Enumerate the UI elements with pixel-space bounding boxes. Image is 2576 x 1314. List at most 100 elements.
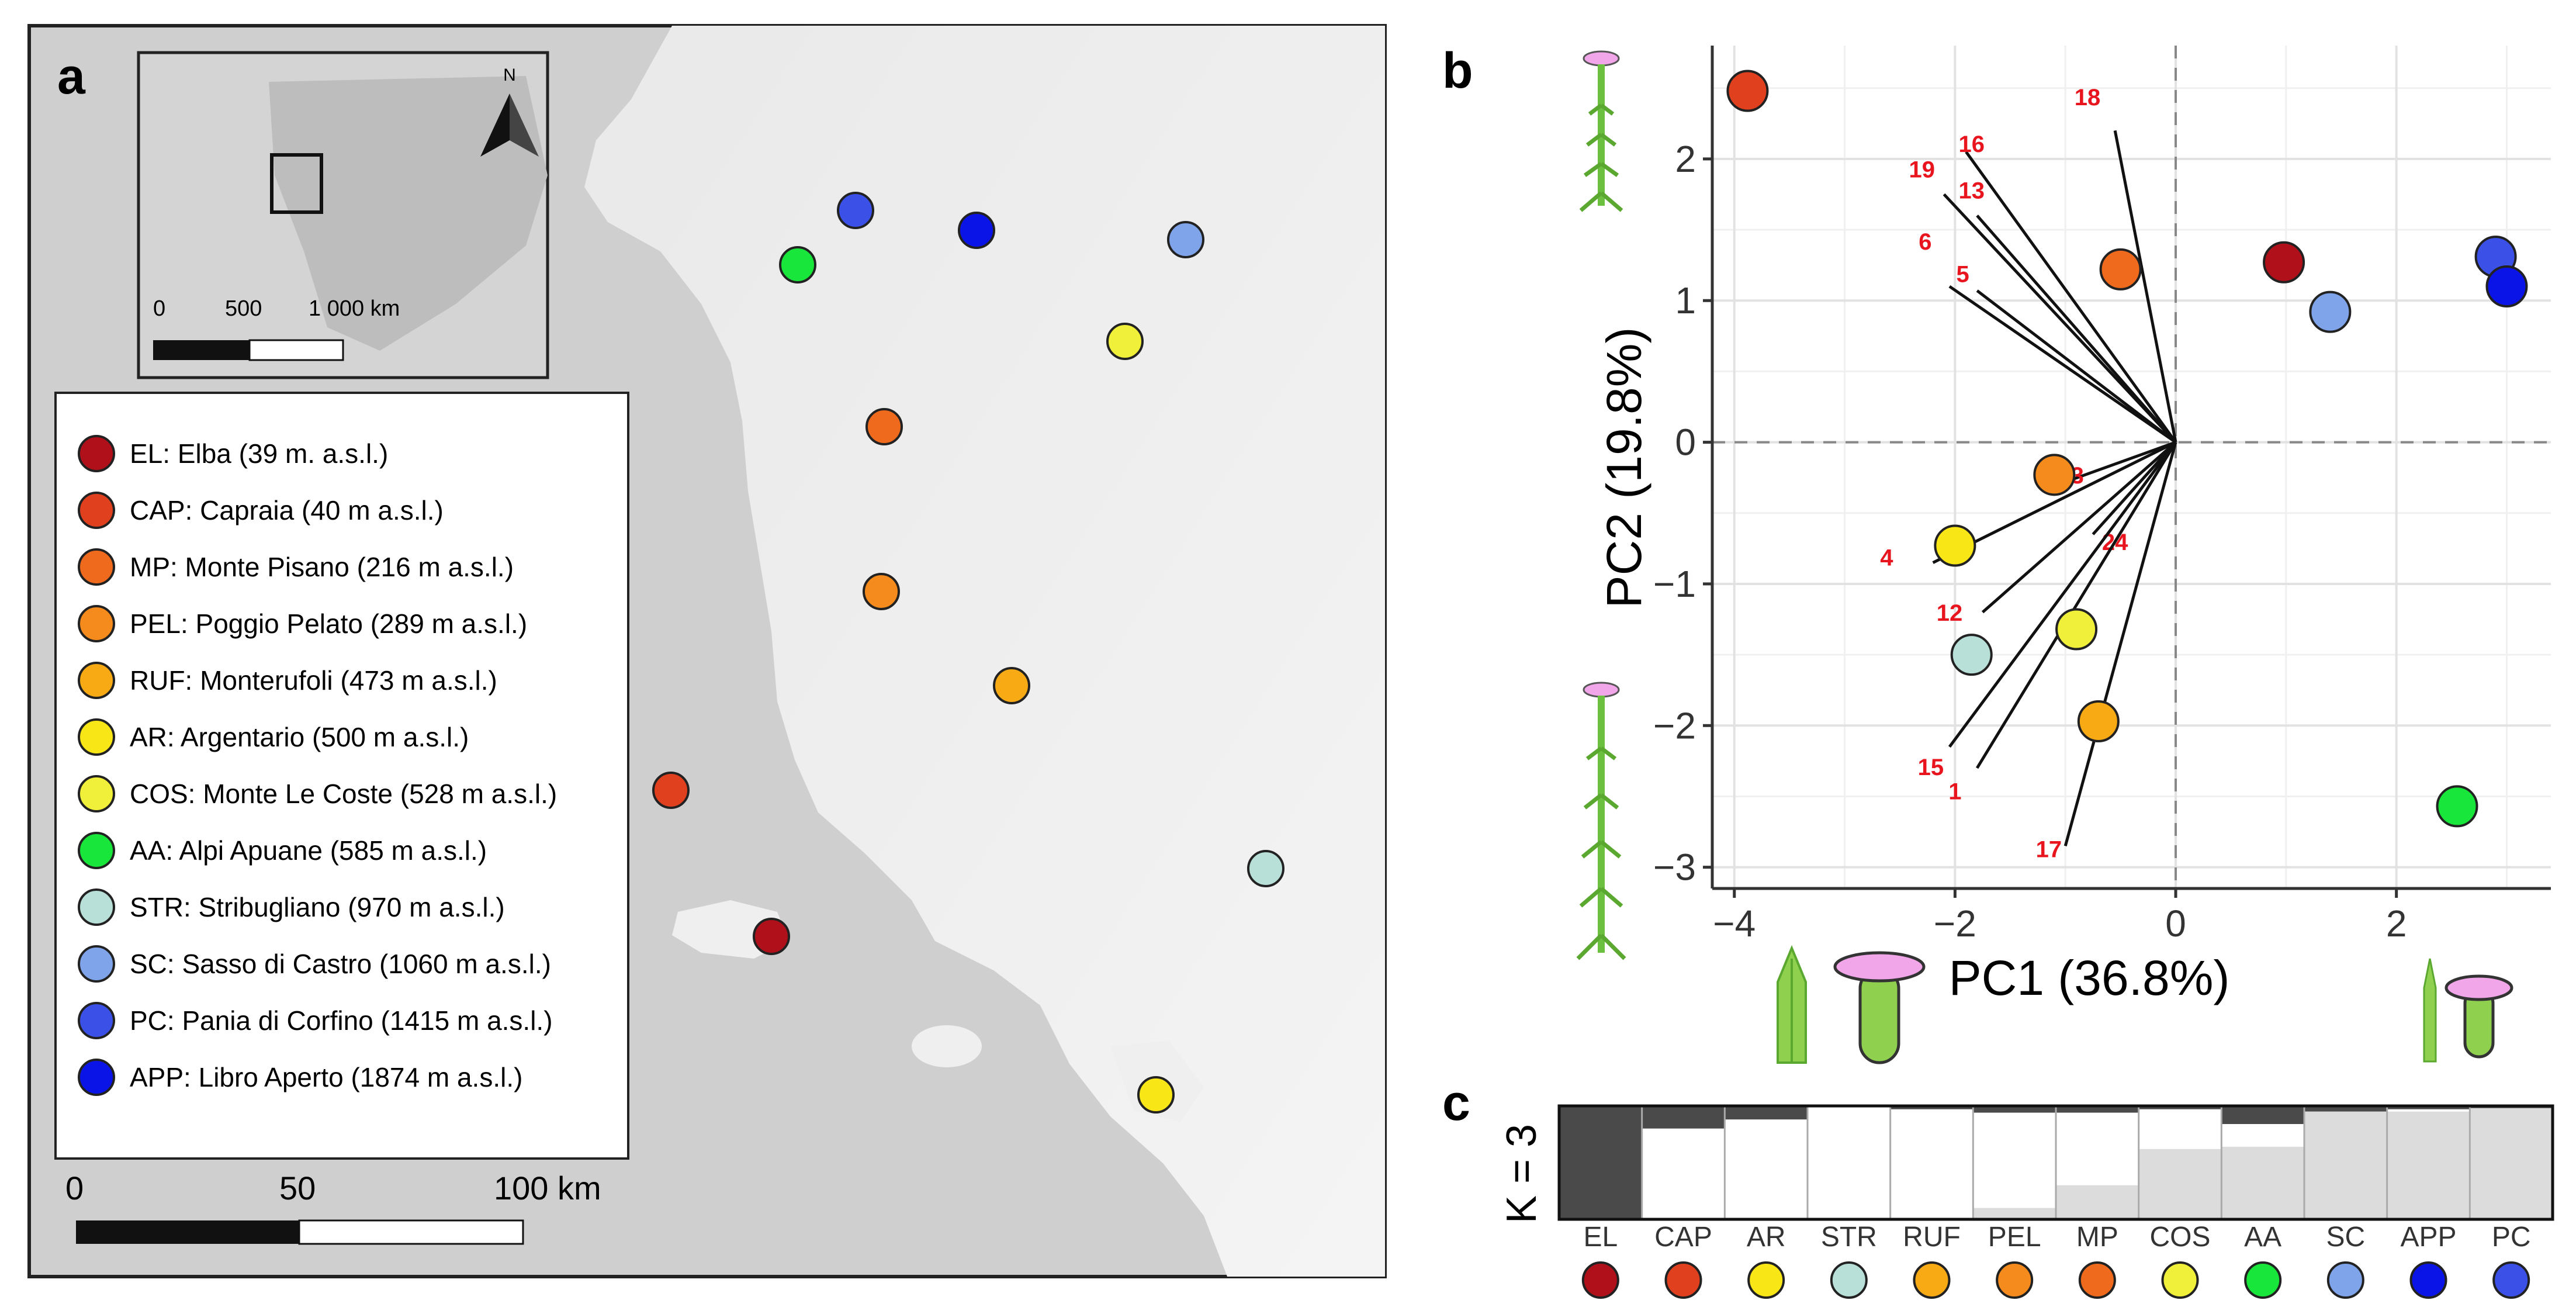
- panel-label-a: a: [57, 49, 86, 105]
- legend-box: [54, 392, 629, 1160]
- map-sites: [652, 192, 1284, 1114]
- structure-bar-str-cluster2: [1808, 1106, 1891, 1219]
- site-str[interactable]: [1247, 850, 1284, 887]
- loading-label-12: 12: [1937, 600, 1963, 626]
- pca-point-pel[interactable]: [2033, 454, 2076, 496]
- island-giglio: [912, 1025, 982, 1067]
- loading-vector-15: [1948, 441, 2177, 748]
- structure-bar-app-cluster1: [2387, 1106, 2470, 1109]
- structure-y-label: K = 3: [1498, 1124, 1545, 1223]
- pca-y-tick-label: 0: [1675, 421, 1696, 464]
- structure-swatch-app: [2409, 1261, 2447, 1299]
- structure-label-ar: AR: [1747, 1222, 1786, 1253]
- structure-bars: [1559, 1106, 2553, 1219]
- pca-y-tick-label: −2: [1653, 704, 1696, 746]
- structure-bar-ruf-cluster1: [1890, 1106, 1973, 1109]
- loading-label-15: 15: [1918, 755, 1944, 780]
- map-scale-tick-0: 0: [65, 1170, 84, 1206]
- pca-plot-area: [1712, 46, 2551, 888]
- wide-leaf-icon: [1777, 945, 1807, 1064]
- legend-label-pc: PC: Pania di Corfino (1415 m a.s.l.): [130, 1005, 553, 1036]
- loading-vector-13: [1976, 215, 2177, 444]
- structure-bar-aa-cluster1: [2221, 1106, 2304, 1125]
- loading-vector-18: [2113, 130, 2177, 443]
- site-ar[interactable]: [1137, 1076, 1175, 1114]
- loading-vector-5: [1976, 289, 2177, 444]
- inset-study-area-box: [270, 153, 323, 214]
- structure-bar-cos-cluster2: [2138, 1109, 2222, 1149]
- structure-label-cap: CAP: [1654, 1222, 1712, 1253]
- pca-point-el[interactable]: [2263, 241, 2305, 283]
- site-mp[interactable]: [865, 408, 903, 445]
- structure-frame: [1557, 1104, 2554, 1221]
- structure-label-app: APP: [2400, 1222, 2456, 1253]
- structure-bar-pel-cluster3: [1973, 1208, 2056, 1219]
- site-aa[interactable]: [779, 246, 816, 283]
- legend-swatch-str: [78, 888, 115, 926]
- legend-swatch-pc: [78, 1002, 115, 1039]
- pca-point-cap[interactable]: [1726, 70, 1769, 112]
- loading-vector-19: [1943, 193, 2177, 444]
- legend-swatch-cos: [78, 775, 115, 812]
- site-app[interactable]: [958, 212, 995, 249]
- map-scale-black: [76, 1220, 299, 1244]
- structure-swatch-sc: [2326, 1261, 2364, 1299]
- loading-label-18: 18: [2075, 85, 2101, 110]
- loading-label-6: 6: [1919, 229, 1931, 255]
- large-flower-icon: [1833, 951, 1926, 1064]
- site-cos[interactable]: [1106, 323, 1144, 360]
- site-cap[interactable]: [652, 772, 690, 809]
- structure-swatch-cap: [1664, 1261, 1702, 1299]
- pca-point-app[interactable]: [2485, 265, 2528, 307]
- structure-label-cos: COS: [2149, 1222, 2210, 1253]
- legend-label-aa: AA: Alpi Apuane (585 m a.s.l.): [130, 835, 487, 866]
- legend-label-cap: CAP: Capraia (40 m a.s.l.): [130, 495, 444, 525]
- map-scale-tick-50: 50: [279, 1170, 316, 1206]
- inset-scale-tick-1000: 1 000 km: [309, 296, 400, 321]
- structure-labels: EL CAP AR STR RUF PEL MP COS AA SC APP PC: [1581, 1222, 2531, 1299]
- tall-plant-icon: [1579, 50, 1623, 212]
- loading-vector-16: [1965, 151, 2177, 444]
- panel-label-b: b: [1442, 43, 1473, 99]
- structure-label-sc: SC: [2326, 1222, 2365, 1253]
- pca-y-tick-label: −1: [1653, 563, 1696, 605]
- loading-vector-12: [1981, 441, 2177, 614]
- pca-point-str[interactable]: [1950, 634, 1993, 676]
- legend-swatch-sc: [78, 945, 115, 983]
- legend-label-app: APP: Libro Aperto (1874 m a.s.l.): [130, 1062, 522, 1092]
- pca-point-ruf[interactable]: [2077, 700, 2120, 743]
- pca-point-aa[interactable]: [2436, 785, 2478, 828]
- structure-swatch-ruf: [1913, 1261, 1951, 1299]
- loading-vector-23: [2065, 441, 2176, 483]
- pca-point-cos[interactable]: [2055, 608, 2098, 651]
- structure-bar-el-cluster1: [1559, 1106, 1642, 1219]
- pca-y-tick-label: 2: [1675, 138, 1696, 180]
- site-pc[interactable]: [837, 192, 874, 229]
- legend-swatch-mp: [78, 548, 115, 586]
- legend-label-el: EL: Elba (39 m. a.s.l.): [130, 438, 388, 469]
- legend-swatch-el: [78, 435, 115, 472]
- legend-swatch-app: [78, 1059, 115, 1096]
- structure-bar-cos-cluster1: [2138, 1106, 2222, 1109]
- structure-label-str: STR: [1821, 1222, 1877, 1253]
- structure-label-pc: PC: [2492, 1222, 2531, 1253]
- structure-bar-aa-cluster3: [2221, 1146, 2304, 1219]
- site-sc[interactable]: [1167, 221, 1204, 258]
- legend-label-str: STR: Stribugliano (970 m a.s.l.): [130, 892, 505, 922]
- site-pel[interactable]: [863, 573, 900, 610]
- structure-bar-ar-cluster2: [1725, 1119, 1808, 1219]
- site-ruf[interactable]: [993, 667, 1030, 704]
- pca-x-axis-label: PC1 (36.8%): [1949, 950, 2230, 1005]
- structure-bar-sc-cluster1: [2304, 1106, 2387, 1112]
- structure-bar-cap-cluster2: [1642, 1128, 1725, 1219]
- pca-point-ar[interactable]: [1934, 524, 1976, 567]
- pca-point-mp[interactable]: [2099, 248, 2142, 291]
- legend-swatch-ruf: [78, 662, 115, 699]
- pca-point-sc[interactable]: [2309, 291, 2352, 333]
- pca-grid: [1712, 46, 2551, 888]
- loading-label-4: 4: [1880, 545, 1893, 570]
- site-el[interactable]: [753, 918, 790, 955]
- structure-bar-pc-cluster3: [2470, 1108, 2553, 1219]
- legend-label-cos: COS: Monte Le Coste (528 m a.s.l.): [130, 779, 557, 809]
